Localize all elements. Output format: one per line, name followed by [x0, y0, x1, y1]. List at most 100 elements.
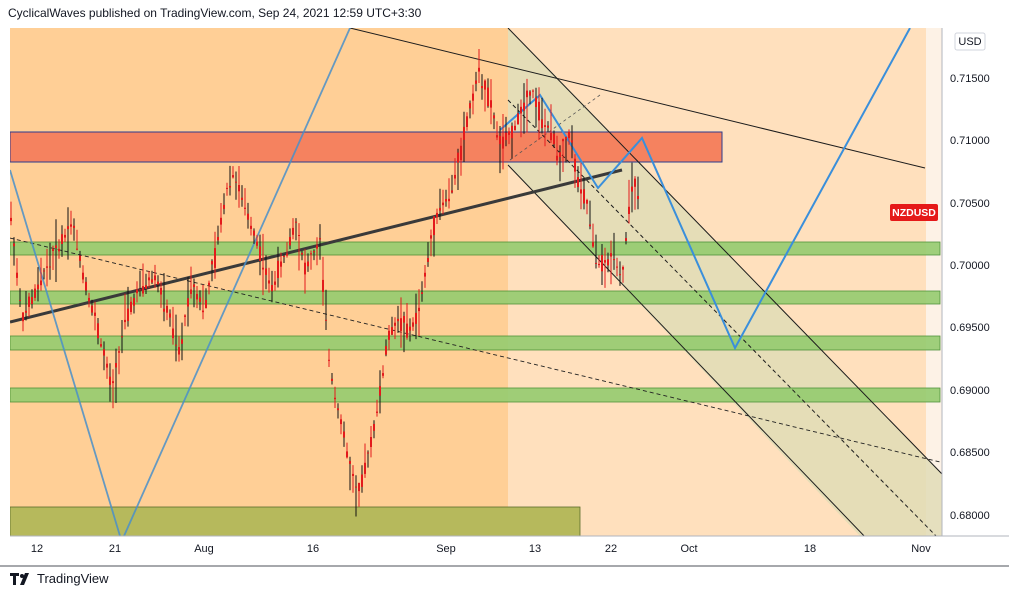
x-tick-label: 12: [31, 543, 43, 555]
candle-body: [559, 152, 561, 157]
candle-body: [145, 285, 147, 289]
candle-body: [346, 451, 348, 458]
candle-body: [43, 270, 45, 272]
candle-body: [580, 189, 582, 194]
candle-body: [112, 381, 114, 384]
candle-body: [379, 386, 381, 396]
candle-body: [583, 189, 585, 204]
candle-body: [616, 266, 618, 268]
candle-body: [337, 408, 339, 411]
price-scale-background: [942, 28, 1009, 536]
x-axis-ticks: 12 21 Aug 16 Sep 13 22 Oct 18 Nov: [31, 543, 931, 555]
candle-body: [370, 437, 372, 447]
candle-body: [487, 87, 489, 107]
time-scale-background: [0, 536, 1009, 566]
candle-body: [199, 297, 201, 303]
candle-body: [523, 102, 525, 111]
candle-body: [481, 86, 483, 89]
candle-body: [280, 261, 282, 267]
candle-body: [271, 285, 273, 292]
candle-body: [496, 135, 498, 138]
candle-body: [190, 289, 192, 294]
candle-body: [472, 93, 474, 101]
candle-body: [307, 261, 309, 267]
candle-body: [28, 296, 30, 307]
cycle-line-mid: [123, 28, 351, 536]
candle-body: [67, 226, 69, 230]
footer-brand[interactable]: TradingView: [37, 571, 109, 586]
currency-badge: [954, 32, 986, 51]
candle-body: [406, 323, 408, 338]
candle-body: [103, 349, 105, 356]
candle-body: [265, 268, 267, 275]
candle-body: [97, 323, 99, 339]
x-tick-label: 16: [307, 543, 319, 555]
currency-label: USD: [958, 36, 981, 48]
candle-body: [529, 91, 531, 96]
candle-body: [376, 411, 378, 413]
candle-body: [76, 248, 78, 250]
candle-body: [295, 221, 297, 223]
candle-body: [403, 316, 405, 323]
candle-body: [136, 289, 138, 294]
candle-body: [538, 101, 540, 121]
candle-body: [514, 125, 516, 131]
candle-body: [64, 234, 66, 238]
projection-path: [499, 28, 911, 351]
candle-body: [547, 125, 549, 128]
candle-body: [133, 298, 135, 306]
candle-body: [625, 238, 627, 241]
candle-body: [463, 126, 465, 140]
candle-body: [88, 297, 90, 302]
candle-body: [286, 253, 288, 256]
candle-body: [166, 306, 168, 313]
candle-body: [70, 224, 72, 227]
candle-body: [16, 272, 18, 278]
candle-body: [13, 243, 15, 247]
x-tick-label: Oct: [680, 543, 697, 555]
candle-body: [91, 305, 93, 313]
candle-body: [550, 132, 552, 141]
candle-body: [631, 186, 633, 192]
candle-body: [268, 280, 270, 284]
candle-body: [163, 308, 165, 312]
candle-body: [235, 181, 237, 183]
candle-body: [607, 259, 609, 266]
candle-body: [82, 272, 84, 280]
candle-body: [385, 346, 387, 355]
candle-body: [289, 237, 291, 246]
y-axis-ticks: 0.71500 0.71000 0.70500 0.70000 0.69500 …: [950, 73, 990, 522]
price-chart[interactable]: USD 0.71500 0.71000 0.70500 0.70000 0.69…: [0, 0, 1009, 570]
descending-trend-line: [349, 28, 926, 169]
candle-body: [139, 289, 141, 291]
support-zone-2: [10, 290, 941, 305]
candle-body: [424, 272, 426, 277]
candle-body: [274, 281, 276, 285]
candle-body: [442, 202, 444, 206]
channel-upper-line: [507, 28, 942, 475]
candle-body: [577, 177, 579, 188]
candle-body: [421, 292, 423, 294]
candle-body: [241, 197, 243, 200]
candle-body: [250, 225, 252, 229]
candle-body: [343, 431, 345, 438]
candle-body: [34, 288, 36, 298]
candle-body: [196, 293, 198, 300]
candle-body: [628, 206, 630, 214]
candle-body: [283, 255, 285, 257]
candle-body: [259, 246, 261, 261]
candle-body: [85, 281, 87, 291]
candle-body: [217, 237, 219, 241]
candle-body: [553, 133, 555, 145]
candle-body: [535, 97, 537, 107]
candle-body: [325, 319, 327, 321]
candle-body: [544, 125, 546, 127]
candle-body: [478, 67, 480, 72]
x-tick-label: 22: [605, 543, 617, 555]
candle-body: [37, 284, 39, 290]
candle-body: [367, 452, 369, 454]
candle-body: [622, 267, 624, 270]
y-tick-label: 0.68000: [950, 510, 990, 522]
candle-body: [454, 174, 456, 179]
support-zone-4: [10, 387, 941, 403]
